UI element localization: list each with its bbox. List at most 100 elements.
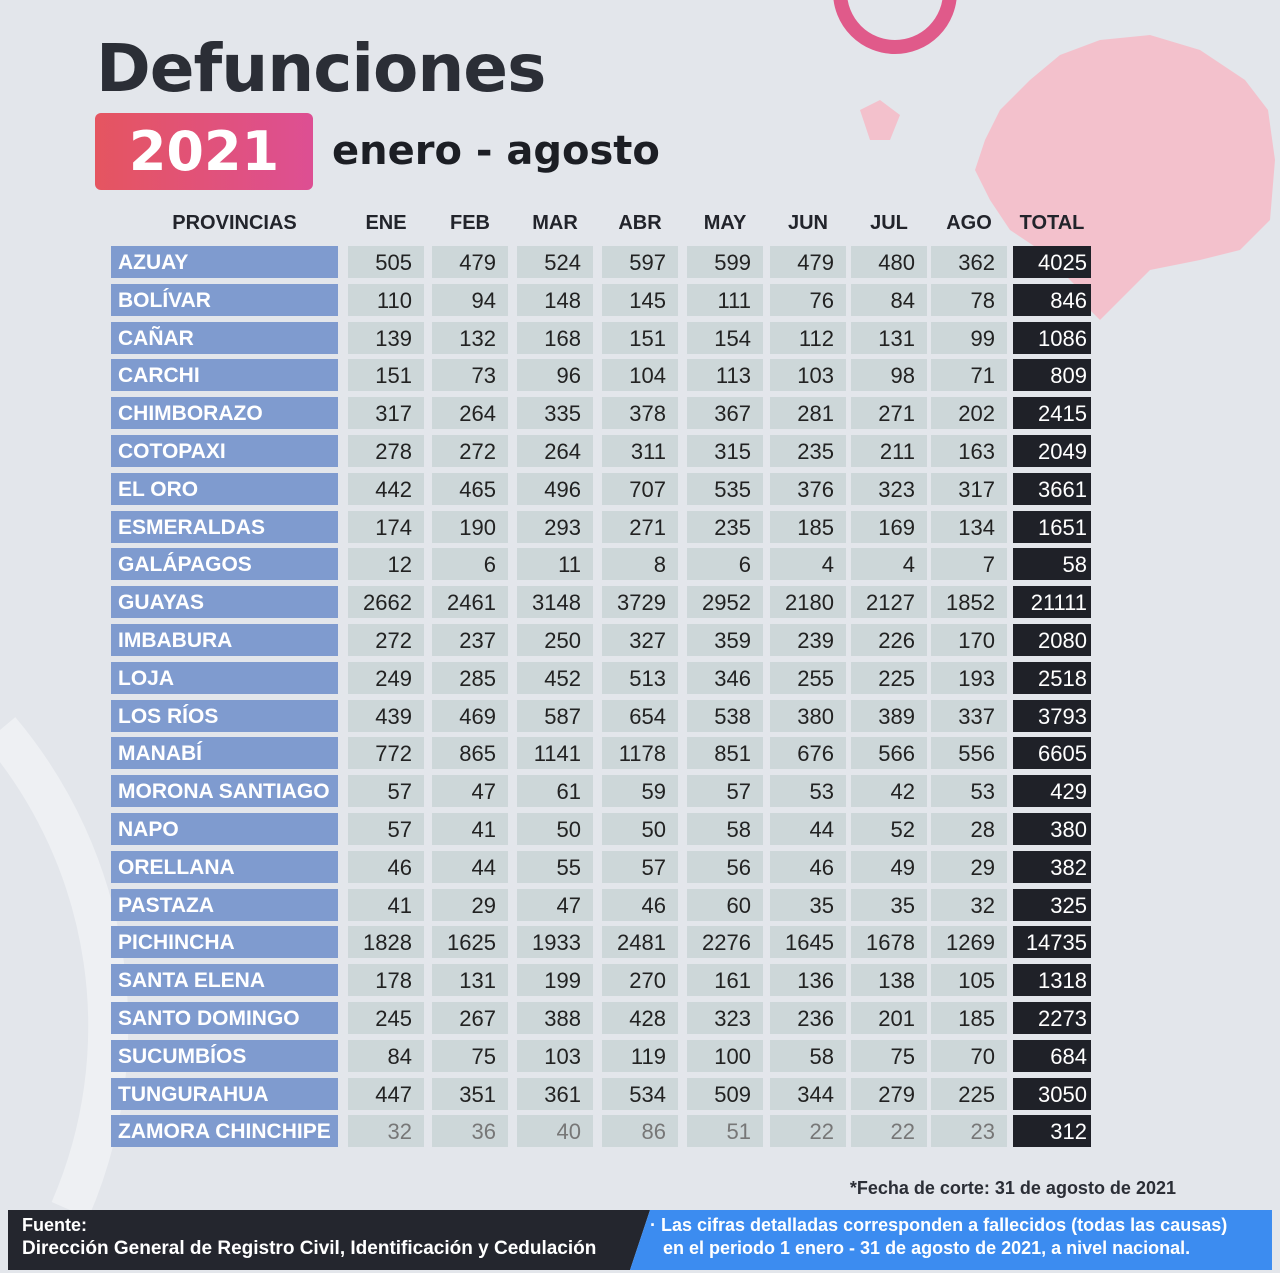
value-cell: 3729 — [602, 586, 678, 619]
value-cell: 597 — [602, 246, 678, 278]
value-cell: 32 — [931, 888, 1007, 921]
value-cell: 344 — [770, 1077, 846, 1110]
value-cell: 29 — [931, 850, 1007, 883]
value-cell: 84 — [851, 283, 927, 316]
column-header: TOTAL — [1019, 212, 1085, 234]
value-cell: 12 — [348, 548, 424, 581]
value-cell: 112 — [770, 321, 846, 354]
value-cell: 479 — [432, 246, 508, 278]
province-cell: LOJA — [111, 661, 338, 694]
value-cell: 317 — [931, 472, 1007, 505]
value-cell: 57 — [687, 775, 763, 808]
value-cell: 587 — [517, 699, 593, 732]
value-cell: 60 — [687, 888, 763, 921]
total-cell: 6605 — [1013, 737, 1091, 770]
value-cell: 98 — [851, 359, 927, 392]
value-cell: 61 — [517, 775, 593, 808]
value-cell: 535 — [687, 472, 763, 505]
value-cell: 32 — [348, 1115, 424, 1148]
total-cell: 325 — [1013, 888, 1091, 921]
value-cell: 264 — [517, 435, 593, 467]
column-header: FEB — [450, 212, 490, 234]
province-cell: LOS RÍOS — [111, 699, 338, 732]
value-cell: 78 — [931, 283, 1007, 316]
value-cell: 50 — [517, 813, 593, 845]
value-cell: 1828 — [348, 926, 424, 959]
value-cell: 378 — [602, 397, 678, 430]
province-cell: SANTA ELENA — [111, 964, 338, 997]
value-cell: 75 — [432, 1039, 508, 1072]
value-cell: 169 — [851, 510, 927, 543]
total-cell: 809 — [1013, 359, 1091, 392]
title: Defunciones — [96, 30, 546, 107]
value-cell: 49 — [851, 850, 927, 883]
value-cell: 278 — [348, 435, 424, 467]
value-cell: 103 — [770, 359, 846, 392]
value-cell: 44 — [770, 813, 846, 845]
value-cell: 4 — [851, 548, 927, 581]
province-cell: PICHINCHA — [111, 926, 338, 959]
province-cell: GALÁPAGOS — [111, 548, 338, 581]
value-cell: 46 — [602, 888, 678, 921]
value-cell: 362 — [931, 246, 1007, 278]
total-cell: 2415 — [1013, 397, 1091, 430]
map-islands — [860, 100, 900, 140]
value-cell: 1269 — [931, 926, 1007, 959]
value-cell: 2461 — [432, 586, 508, 619]
province-cell: BOLÍVAR — [111, 283, 338, 316]
province-cell: MORONA SANTIAGO — [111, 775, 338, 808]
value-cell: 865 — [432, 737, 508, 770]
value-cell: 2481 — [602, 926, 678, 959]
column-header: ENE — [365, 212, 407, 234]
value-cell: 11 — [517, 548, 593, 581]
value-cell: 70 — [931, 1039, 1007, 1072]
total-cell: 380 — [1013, 813, 1091, 845]
value-cell: 6 — [687, 548, 763, 581]
value-cell: 479 — [770, 246, 846, 278]
value-cell: 1933 — [517, 926, 593, 959]
total-cell: 684 — [1013, 1039, 1091, 1072]
value-cell: 100 — [687, 1039, 763, 1072]
value-cell: 55 — [517, 850, 593, 883]
value-cell: 211 — [851, 435, 927, 467]
value-cell: 317 — [348, 397, 424, 430]
province-cell: TUNGURAHUA — [111, 1077, 338, 1110]
value-cell: 2662 — [348, 586, 424, 619]
total-cell: 382 — [1013, 850, 1091, 883]
value-cell: 57 — [348, 775, 424, 808]
province-cell: CARCHI — [111, 359, 338, 392]
value-cell: 281 — [770, 397, 846, 430]
value-cell: 42 — [851, 775, 927, 808]
value-cell: 174 — [348, 510, 424, 543]
value-cell: 75 — [851, 1039, 927, 1072]
note-line: · Las cifras detalladas corresponden a f… — [650, 1215, 1228, 1235]
value-cell: 235 — [770, 435, 846, 467]
value-cell: 50 — [602, 813, 678, 845]
value-cell: 57 — [602, 850, 678, 883]
value-cell: 151 — [348, 359, 424, 392]
total-cell: 429 — [1013, 775, 1091, 808]
value-cell: 134 — [931, 510, 1007, 543]
value-cell: 51 — [687, 1115, 763, 1148]
value-cell: 138 — [851, 964, 927, 997]
value-cell: 94 — [432, 283, 508, 316]
value-cell: 249 — [348, 661, 424, 694]
value-cell: 380 — [770, 699, 846, 732]
province-cell: MANABÍ — [111, 737, 338, 770]
value-cell: 513 — [602, 661, 678, 694]
value-cell: 168 — [517, 321, 593, 354]
value-cell: 447 — [348, 1077, 424, 1110]
value-cell: 113 — [687, 359, 763, 392]
value-cell: 264 — [432, 397, 508, 430]
value-cell: 28 — [931, 813, 1007, 845]
value-cell: 131 — [851, 321, 927, 354]
province-cell: CHIMBORAZO — [111, 397, 338, 430]
province-cell: PASTAZA — [111, 888, 338, 921]
value-cell: 178 — [348, 964, 424, 997]
value-cell: 136 — [770, 964, 846, 997]
value-cell: 47 — [517, 888, 593, 921]
value-cell: 505 — [348, 246, 424, 278]
total-cell: 3793 — [1013, 699, 1091, 732]
province-cell: GUAYAS — [111, 586, 338, 619]
